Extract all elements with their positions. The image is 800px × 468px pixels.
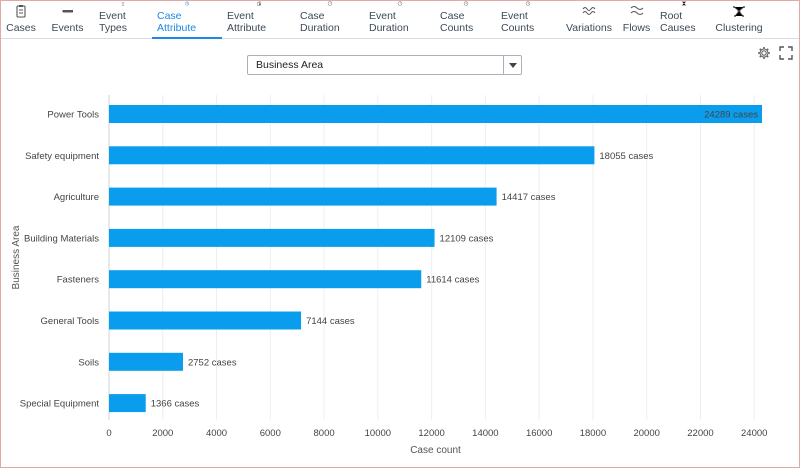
tab-root-causes[interactable]: Root Causes: [655, 1, 713, 38]
category-label: Fasteners: [57, 275, 99, 286]
tab-label: Event Types: [99, 10, 128, 34]
bar[interactable]: [109, 228, 435, 247]
x-tick-label: 10000: [365, 428, 391, 439]
data-label: 11614 cases: [426, 275, 479, 286]
tab-event-duration[interactable]: Event Duration: [364, 1, 435, 38]
clock-icon: [463, 1, 468, 6]
tab-clustering[interactable]: Clustering: [713, 1, 765, 38]
flow-icon: [630, 6, 643, 15]
data-label: 2752 cases: [188, 357, 237, 368]
tab-event-attribute[interactable]: Event Attribute: [222, 1, 295, 38]
cluster-icon: [733, 6, 745, 17]
fullscreen-icon[interactable]: [779, 46, 793, 60]
tab-label: Case Attribute: [157, 10, 197, 34]
clipboard-icon: [16, 5, 26, 18]
bar[interactable]: [109, 394, 146, 413]
network-icon: [681, 1, 687, 6]
x-tick-label: 16000: [526, 428, 552, 439]
x-tick-label: 24000: [741, 428, 767, 439]
pie-chart-icon: [185, 1, 189, 6]
tab-label: Event Attribute: [227, 10, 267, 34]
x-tick-label: 18000: [580, 428, 606, 439]
gauge-icon: [397, 1, 402, 6]
dropdown-toggle[interactable]: [503, 56, 521, 74]
tab-label: Root Causes: [660, 10, 696, 34]
x-tick-label: 22000: [687, 428, 713, 439]
tab-label: Event Counts: [501, 10, 535, 34]
data-label: 1366 cases: [151, 399, 200, 410]
category-label: Soils: [78, 357, 99, 368]
category-label: Special Equipment: [20, 399, 100, 410]
x-tick-label: 12000: [418, 428, 444, 439]
x-tick-label: 8000: [314, 428, 335, 439]
y-axis-title: Business Area: [11, 225, 22, 289]
gauge-icon: [327, 1, 332, 6]
tab-label: Case Duration: [300, 10, 340, 34]
category-label: Building Materials: [24, 233, 99, 244]
tab-event-types[interactable]: Event Types: [94, 1, 152, 38]
data-label: 12109 cases: [440, 233, 494, 244]
x-tick-label: 4000: [206, 428, 227, 439]
tab-label: Clustering: [715, 22, 763, 34]
x-tick-labels: 0 2000 4000 6000 8000 10000 12000 14000 16000 180…: [106, 428, 767, 439]
event-types-icon: [121, 1, 125, 6]
caret-down-icon: [508, 62, 517, 68]
bar[interactable]: [109, 105, 762, 123]
settings-gear-icon[interactable]: [757, 46, 771, 60]
bar[interactable]: [109, 311, 302, 330]
x-axis-title: Case count: [410, 445, 461, 456]
category-label: Power Tools: [47, 110, 99, 121]
category-label: Agriculture: [54, 192, 99, 203]
tab-event-counts[interactable]: Event Counts: [496, 1, 560, 38]
category-label: Safety equipment: [25, 151, 99, 162]
tab-label: Flows: [622, 22, 651, 34]
data-labels: 24289 cases 18055 cases 14417 cases 12109 c…: [151, 110, 759, 410]
tab-label: Events: [51, 22, 84, 34]
data-label: 18055 cases: [599, 151, 653, 162]
category-label: General Tools: [41, 316, 100, 327]
tab-label: Cases: [6, 22, 36, 34]
tab-label: Case Counts: [440, 10, 474, 34]
events-icon: [61, 10, 73, 13]
bars: [109, 105, 762, 413]
tab-case-counts[interactable]: Case Counts: [435, 1, 496, 38]
grid-lines: [108, 95, 755, 420]
data-label: 14417 cases: [502, 192, 556, 203]
tab-label: Event Duration: [369, 10, 409, 34]
tab-case-duration[interactable]: Case Duration: [295, 1, 364, 38]
bar[interactable]: [109, 352, 183, 371]
bar[interactable]: [109, 187, 497, 206]
data-label: 24289 cases: [704, 110, 758, 121]
tab-label: Variations: [566, 22, 612, 34]
x-tick-label: 2000: [152, 428, 173, 439]
x-tick-label: 0: [106, 428, 111, 439]
clock-icon: [525, 1, 531, 6]
tab-case-attribute[interactable]: Case Attribute: [152, 1, 222, 39]
x-tick-label: 6000: [260, 428, 281, 439]
tab-flows[interactable]: Flows: [618, 1, 655, 38]
bar[interactable]: [109, 270, 422, 289]
analysis-tab-bar: Cases Events Event Types Case Attribute Even…: [1, 1, 799, 39]
attribute-select-value: Business Area: [256, 59, 324, 71]
tab-cases[interactable]: Cases: [1, 1, 41, 38]
event-attribute-icon: [256, 1, 261, 6]
data-label: 7144 cases: [306, 316, 355, 327]
category-labels: Power Tools Safety equipment Agriculture Bu…: [20, 110, 100, 410]
x-tick-label: 14000: [472, 428, 498, 439]
tab-events[interactable]: Events: [41, 1, 94, 38]
tab-variations[interactable]: Variations: [560, 1, 618, 38]
case-attribute-bar-chart: Power Tools Safety equipment Agriculture Bu…: [11, 95, 767, 456]
bar[interactable]: [109, 146, 595, 165]
x-tick-label: 20000: [633, 428, 659, 439]
attribute-select[interactable]: Business Area: [247, 55, 522, 75]
wave-icon: [582, 7, 596, 15]
